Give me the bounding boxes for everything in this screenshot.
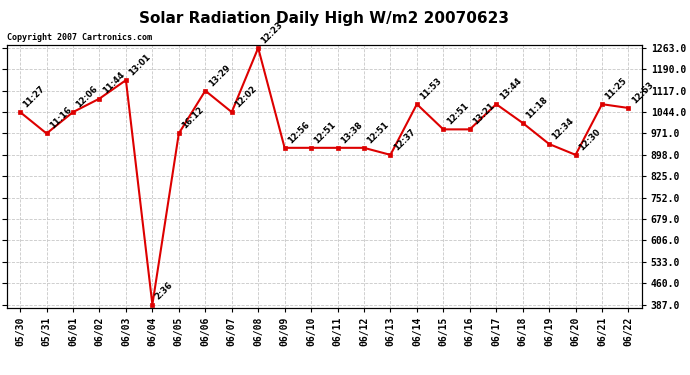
Text: 13:01: 13:01: [128, 52, 152, 77]
Text: 11:27: 11:27: [21, 84, 47, 109]
Text: 12:30: 12:30: [577, 127, 602, 152]
Text: 13:29: 13:29: [207, 63, 232, 88]
Text: 11:25: 11:25: [604, 76, 629, 101]
Text: 11:44: 11:44: [101, 70, 126, 96]
Text: 16:12: 16:12: [180, 105, 206, 131]
Text: 13:44: 13:44: [497, 76, 523, 101]
Text: Copyright 2007 Cartronics.com: Copyright 2007 Cartronics.com: [7, 33, 152, 42]
Text: 13:21: 13:21: [471, 101, 496, 127]
Text: 11:16: 11:16: [48, 105, 73, 131]
Text: 11:18: 11:18: [524, 95, 549, 120]
Text: 12:02: 12:02: [233, 84, 258, 109]
Text: 12:56: 12:56: [286, 120, 311, 145]
Text: 12:06: 12:06: [75, 84, 99, 109]
Text: 13:38: 13:38: [339, 120, 364, 145]
Text: 12:34: 12:34: [551, 116, 575, 141]
Text: 12:51: 12:51: [445, 101, 470, 127]
Text: 2:36: 2:36: [154, 280, 175, 302]
Text: 12:51: 12:51: [366, 120, 391, 145]
Text: Solar Radiation Daily High W/m2 20070623: Solar Radiation Daily High W/m2 20070623: [139, 11, 509, 26]
Text: 12:51: 12:51: [313, 120, 338, 145]
Text: 12:53: 12:53: [630, 80, 655, 105]
Text: 12:23: 12:23: [259, 20, 285, 45]
Text: 12:37: 12:37: [392, 127, 417, 152]
Text: 11:53: 11:53: [418, 76, 444, 101]
